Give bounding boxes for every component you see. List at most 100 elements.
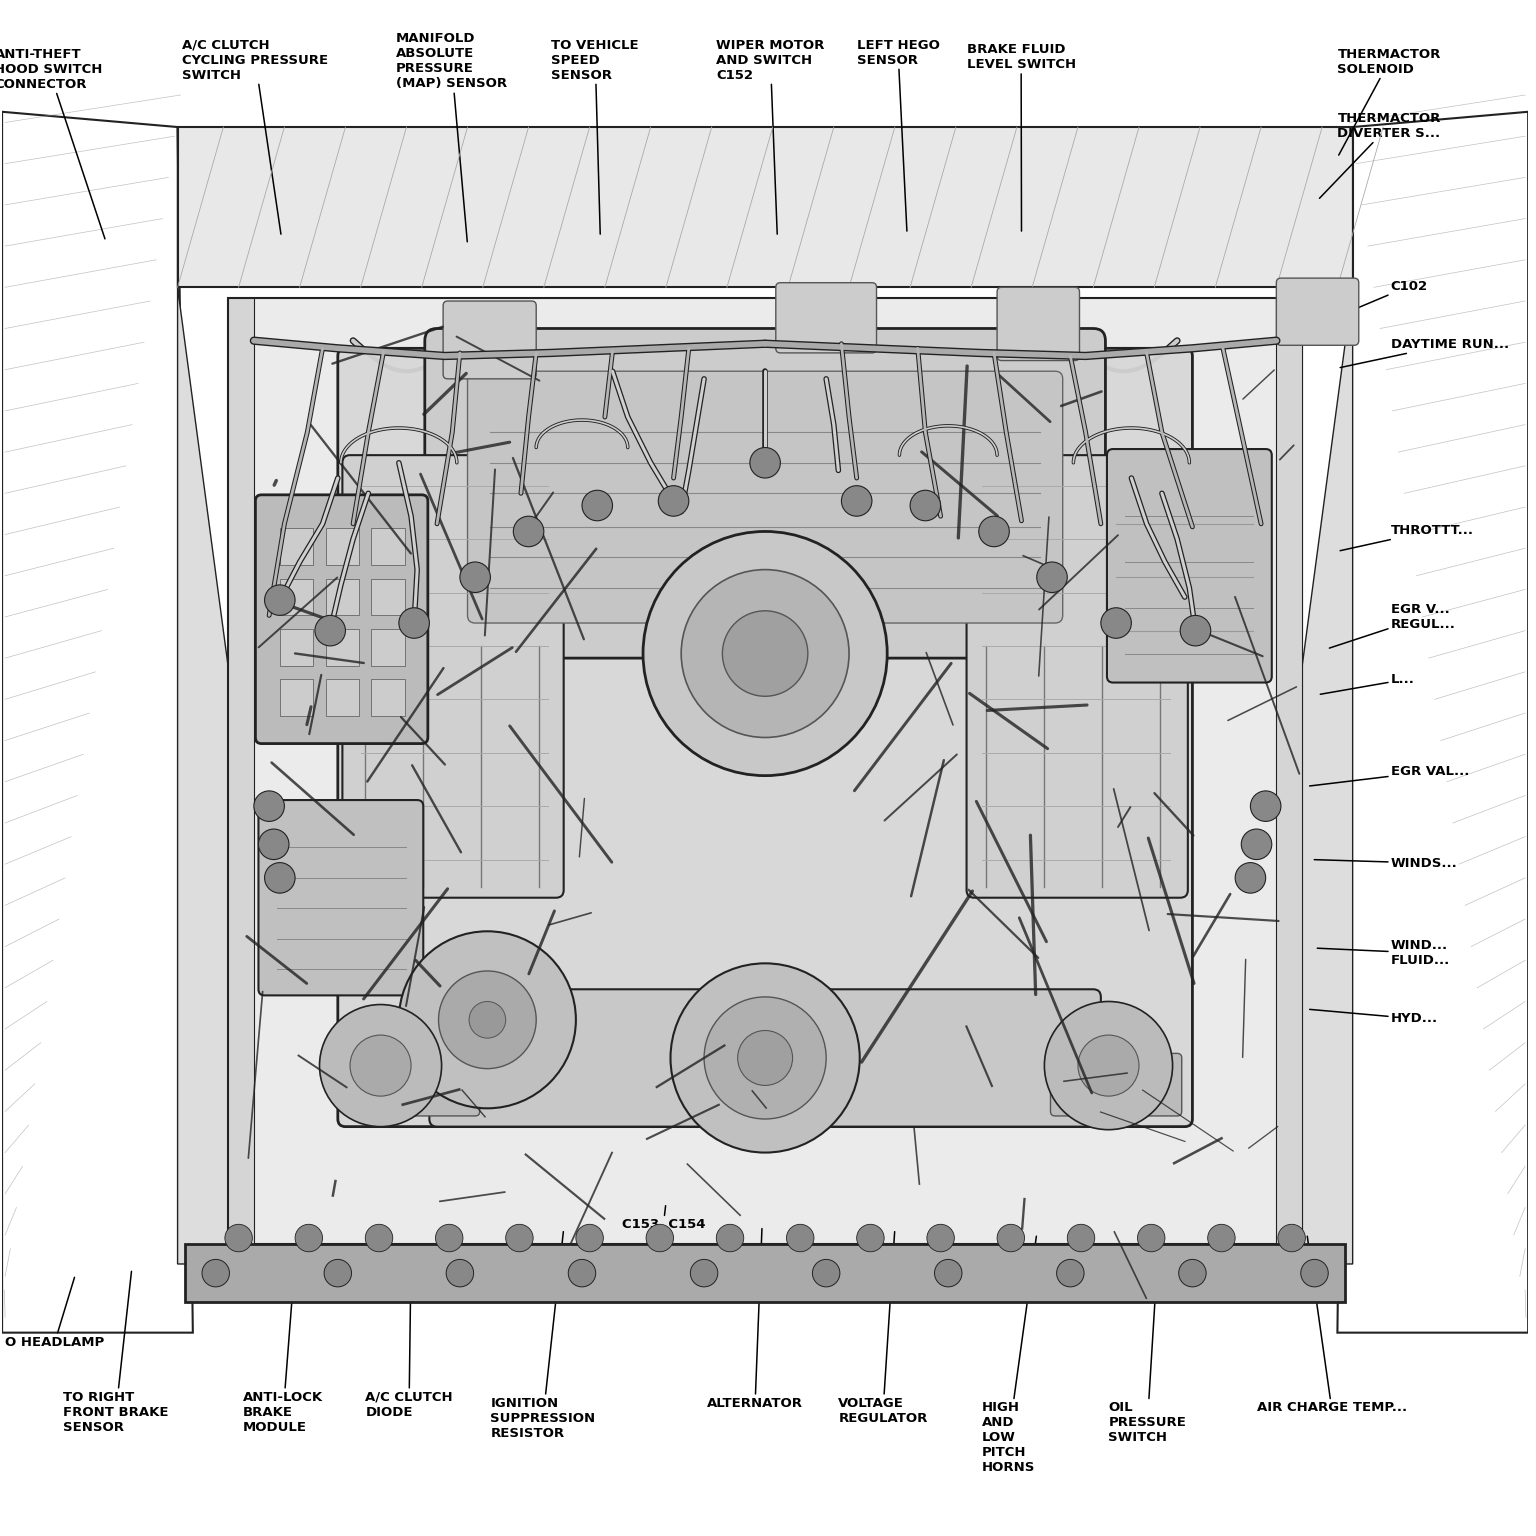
Circle shape	[576, 1224, 604, 1252]
Bar	[280, 579, 313, 616]
Text: A/C CLUTCH
DIODE: A/C CLUTCH DIODE	[366, 1256, 453, 1419]
Text: THERMACTOR
SOLENOID: THERMACTOR SOLENOID	[1338, 48, 1441, 155]
Text: IGNITION
SUPPRESSION
RESISTOR: IGNITION SUPPRESSION RESISTOR	[490, 1232, 596, 1439]
Polygon shape	[1276, 127, 1353, 1264]
FancyBboxPatch shape	[1107, 449, 1272, 682]
Circle shape	[1235, 863, 1266, 892]
Text: C153  C154: C153 C154	[622, 1206, 705, 1232]
Circle shape	[680, 570, 849, 737]
Polygon shape	[1276, 298, 1303, 1244]
Text: LEFT HEGO
SENSOR: LEFT HEGO SENSOR	[857, 38, 940, 230]
Circle shape	[315, 616, 346, 647]
Circle shape	[568, 1260, 596, 1287]
Circle shape	[399, 608, 430, 639]
Text: ANTI-LOCK
BRAKE
MODULE: ANTI-LOCK BRAKE MODULE	[243, 1263, 323, 1433]
Bar	[326, 679, 359, 716]
Bar	[326, 528, 359, 565]
Text: TO VEHICLE
SPEED
SENSOR: TO VEHICLE SPEED SENSOR	[551, 38, 639, 233]
Circle shape	[1138, 1224, 1164, 1252]
Circle shape	[1278, 1224, 1306, 1252]
Circle shape	[350, 1035, 412, 1097]
Circle shape	[703, 997, 826, 1120]
Circle shape	[1207, 1224, 1235, 1252]
FancyBboxPatch shape	[258, 800, 424, 995]
Circle shape	[911, 490, 940, 521]
Circle shape	[1044, 1001, 1172, 1129]
Circle shape	[926, 1224, 954, 1252]
Circle shape	[842, 485, 872, 516]
Circle shape	[737, 1031, 793, 1086]
Text: EGR V...
REGUL...: EGR V... REGUL...	[1329, 604, 1456, 648]
Circle shape	[324, 1260, 352, 1287]
Bar	[280, 630, 313, 665]
Circle shape	[295, 1224, 323, 1252]
FancyBboxPatch shape	[338, 349, 1192, 1126]
Circle shape	[224, 1224, 252, 1252]
Circle shape	[1068, 1224, 1095, 1252]
Text: THROTTT...: THROTTT...	[1339, 524, 1475, 551]
Circle shape	[439, 971, 536, 1069]
Bar	[372, 679, 406, 716]
Circle shape	[659, 485, 688, 516]
Circle shape	[690, 1260, 717, 1287]
Circle shape	[978, 516, 1009, 547]
Text: WINDS...: WINDS...	[1315, 857, 1458, 869]
Text: HIGH
AND
LOW
PITCH
HORNS: HIGH AND LOW PITCH HORNS	[982, 1236, 1037, 1475]
Circle shape	[1101, 608, 1132, 639]
Text: THERMACTOR
DIVERTER S...: THERMACTOR DIVERTER S...	[1319, 112, 1441, 198]
Text: EGR VAL...: EGR VAL...	[1310, 765, 1470, 786]
Text: O HEADLAMP: O HEADLAMP	[5, 1278, 104, 1349]
Text: MANIFOLD
ABSOLUTE
PRESSURE
(MAP) SENSOR: MANIFOLD ABSOLUTE PRESSURE (MAP) SENSOR	[396, 32, 507, 241]
Circle shape	[786, 1224, 814, 1252]
Circle shape	[513, 516, 544, 547]
Polygon shape	[178, 127, 253, 1264]
FancyBboxPatch shape	[425, 329, 1106, 657]
Circle shape	[1037, 562, 1068, 593]
Text: WIND...
FLUID...: WIND... FLUID...	[1318, 938, 1450, 968]
Circle shape	[203, 1260, 229, 1287]
Bar	[372, 579, 406, 616]
Circle shape	[1301, 1260, 1329, 1287]
Circle shape	[1180, 616, 1210, 647]
Circle shape	[644, 531, 888, 776]
FancyBboxPatch shape	[255, 495, 429, 743]
Circle shape	[366, 1224, 393, 1252]
Text: DAYTIME RUN...: DAYTIME RUN...	[1339, 338, 1508, 367]
Bar	[227, 298, 1303, 1244]
Circle shape	[505, 1224, 533, 1252]
Text: L...: L...	[1321, 673, 1415, 694]
Circle shape	[445, 1260, 473, 1287]
Bar	[326, 630, 359, 665]
FancyBboxPatch shape	[1051, 1054, 1181, 1117]
Circle shape	[1241, 829, 1272, 860]
Circle shape	[934, 1260, 962, 1287]
FancyBboxPatch shape	[776, 283, 877, 353]
Text: BRAKE FLUID
LEVEL SWITCH: BRAKE FLUID LEVEL SWITCH	[966, 43, 1075, 230]
Circle shape	[399, 931, 576, 1109]
Text: C102: C102	[1347, 280, 1428, 312]
FancyBboxPatch shape	[997, 287, 1080, 361]
Bar	[372, 630, 406, 665]
FancyBboxPatch shape	[349, 1054, 479, 1117]
Text: HYD...: HYD...	[1310, 1009, 1438, 1025]
FancyBboxPatch shape	[442, 301, 536, 379]
Polygon shape	[2, 112, 194, 1333]
FancyBboxPatch shape	[430, 989, 1101, 1126]
Text: ALTERNATOR: ALTERNATOR	[707, 1229, 803, 1410]
FancyBboxPatch shape	[467, 372, 1063, 624]
Circle shape	[253, 791, 284, 822]
Circle shape	[319, 1005, 441, 1126]
Text: VOLTAGE
REGULATOR: VOLTAGE REGULATOR	[839, 1232, 928, 1425]
Bar	[186, 1244, 1346, 1303]
Circle shape	[722, 611, 808, 696]
Circle shape	[1057, 1260, 1084, 1287]
Text: WIPER MOTOR
AND SWITCH
C152: WIPER MOTOR AND SWITCH C152	[716, 38, 825, 233]
FancyBboxPatch shape	[1276, 278, 1359, 346]
Polygon shape	[227, 298, 253, 1244]
Text: AIR CHARGE TEMP...: AIR CHARGE TEMP...	[1256, 1236, 1407, 1415]
Text: ANTI-THEFT
HOOD SWITCH
CONNECTOR: ANTI-THEFT HOOD SWITCH CONNECTOR	[0, 48, 104, 240]
Text: A/C CLUTCH
CYCLING PRESSURE
SWITCH: A/C CLUTCH CYCLING PRESSURE SWITCH	[183, 38, 329, 233]
FancyBboxPatch shape	[966, 455, 1187, 897]
Circle shape	[997, 1224, 1025, 1252]
Circle shape	[647, 1224, 674, 1252]
